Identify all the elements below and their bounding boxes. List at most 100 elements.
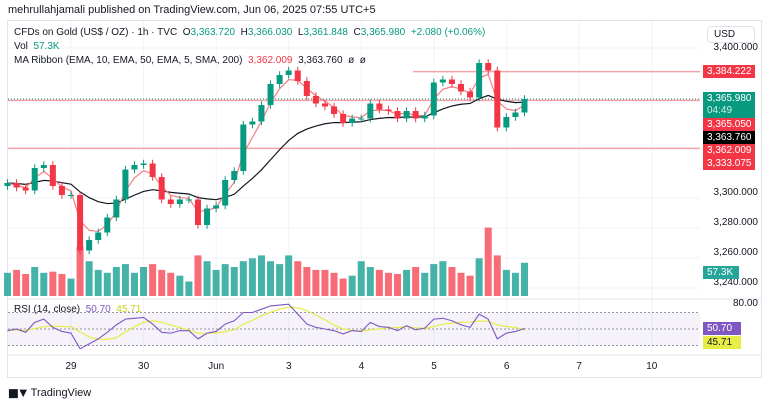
volume-bar bbox=[212, 269, 220, 296]
volume-bar bbox=[230, 267, 238, 296]
volume-bar bbox=[303, 267, 311, 296]
candle-body bbox=[131, 165, 138, 170]
candle-body bbox=[31, 168, 38, 191]
candle-body bbox=[194, 199, 201, 225]
volume-bar bbox=[294, 261, 302, 296]
volume-bar bbox=[22, 273, 30, 296]
volume-bar bbox=[339, 278, 347, 296]
date-label: 10 bbox=[646, 361, 658, 372]
volume-bar bbox=[439, 261, 447, 296]
ma-value-4: ø bbox=[359, 55, 366, 66]
candle-body bbox=[213, 205, 220, 209]
ma-legend: MA Ribbon (EMA, 10, EMA, 50, EMA, 5, SMA… bbox=[14, 55, 366, 66]
last-price: 3,365.980 bbox=[707, 93, 752, 104]
candle-body bbox=[412, 111, 419, 119]
currency-button[interactable]: USD bbox=[707, 26, 755, 43]
candle-body bbox=[231, 171, 238, 180]
volume-bar bbox=[176, 275, 184, 296]
close-value: 3,365.980 bbox=[360, 27, 406, 38]
rsi-legend: RSI (14, close) 50.70 45.71 bbox=[14, 304, 141, 315]
volume-bar bbox=[58, 273, 66, 296]
rsi-tick: 80.00 bbox=[732, 298, 758, 309]
candle-body bbox=[40, 165, 47, 168]
rsi-ma-tag: 45.71 bbox=[703, 336, 741, 349]
candle-body bbox=[358, 118, 365, 120]
candle-body bbox=[158, 177, 165, 200]
candle-body bbox=[331, 106, 338, 114]
volume-bar bbox=[457, 272, 465, 296]
date-label: 3 bbox=[286, 361, 292, 372]
candle-body bbox=[86, 240, 93, 251]
candle-body bbox=[385, 109, 392, 111]
volume-bar bbox=[94, 269, 102, 296]
change-value: +2.080 (+0.06%) bbox=[410, 27, 486, 38]
volume-bar bbox=[112, 267, 120, 296]
candle-body bbox=[149, 163, 156, 177]
candle-body bbox=[122, 169, 129, 200]
volume-bar bbox=[130, 272, 138, 296]
volume-bar bbox=[267, 261, 275, 296]
open-label: O bbox=[182, 27, 191, 38]
volume-bar bbox=[412, 267, 420, 296]
rsi-ma-line bbox=[7, 306, 525, 340]
volume-legend: Vol 57.3K bbox=[14, 41, 60, 52]
volume-bar bbox=[312, 269, 320, 296]
low-value: 3,361.848 bbox=[303, 27, 348, 38]
candle-body bbox=[503, 117, 510, 128]
candle-body bbox=[249, 121, 256, 125]
candle-body bbox=[167, 199, 174, 204]
volume-bar bbox=[357, 261, 365, 296]
candle-body bbox=[430, 82, 437, 116]
symbol-label[interactable]: CFDs on Gold (US$ / OZ) · 1h · TVC bbox=[14, 27, 178, 38]
volume-bar bbox=[40, 272, 48, 296]
candle-body bbox=[439, 79, 446, 83]
candle-body bbox=[113, 199, 120, 218]
rsi-line bbox=[7, 303, 525, 350]
price-tag-level: 3,333.075 bbox=[703, 157, 755, 170]
volume-bar bbox=[348, 275, 356, 296]
candle-body bbox=[294, 70, 301, 81]
candle-body bbox=[303, 81, 310, 96]
candle-body bbox=[240, 124, 247, 171]
rsi-label[interactable]: RSI (14, close) bbox=[14, 304, 81, 315]
volume-bar bbox=[221, 264, 229, 296]
candle-body bbox=[494, 70, 501, 128]
publisher-line: mehrullahjamali published on TradingView… bbox=[8, 4, 376, 16]
volume-bar bbox=[521, 262, 528, 296]
volume-bar bbox=[448, 267, 456, 296]
price-tick: 3,280.000 bbox=[713, 217, 759, 228]
open-value: 3,363.720 bbox=[190, 27, 236, 38]
volume-bar bbox=[140, 267, 148, 296]
volume-bar bbox=[484, 227, 492, 296]
candle-body bbox=[476, 63, 483, 98]
candle-body bbox=[394, 111, 401, 119]
chart-frame bbox=[7, 20, 762, 378]
tradingview-logo[interactable]: ◼▼ TradingView bbox=[8, 385, 91, 401]
candle-body bbox=[285, 70, 292, 75]
volume-bar bbox=[375, 269, 383, 296]
bar-countdown: 04:49 bbox=[707, 105, 733, 116]
volume-bar bbox=[85, 261, 93, 296]
candle-body bbox=[376, 103, 383, 110]
volume-bar bbox=[493, 255, 501, 296]
candle-body bbox=[22, 187, 29, 191]
volume-label[interactable]: Vol bbox=[14, 41, 28, 52]
low-label: L bbox=[297, 27, 304, 38]
candle-body bbox=[77, 195, 84, 251]
volume-bar bbox=[421, 272, 429, 296]
candle-body bbox=[276, 75, 283, 84]
rsi-ma-value: 45.71 bbox=[116, 304, 142, 315]
price-tag-last: 3,365.980 04:49 bbox=[703, 92, 755, 118]
volume-bar bbox=[31, 267, 39, 296]
candle-body bbox=[403, 111, 410, 119]
volume-bar bbox=[430, 264, 438, 296]
price-tick: 3,260.000 bbox=[713, 247, 759, 258]
volume-bar bbox=[167, 272, 175, 296]
price-tag-level: 3,384.222 bbox=[703, 65, 755, 78]
candle-body bbox=[467, 91, 474, 98]
ma-ribbon-label[interactable]: MA Ribbon (EMA, 10, EMA, 50, EMA, 5, SMA… bbox=[14, 55, 243, 66]
ma-value-3: ø bbox=[348, 55, 355, 66]
candle-body bbox=[58, 186, 65, 195]
